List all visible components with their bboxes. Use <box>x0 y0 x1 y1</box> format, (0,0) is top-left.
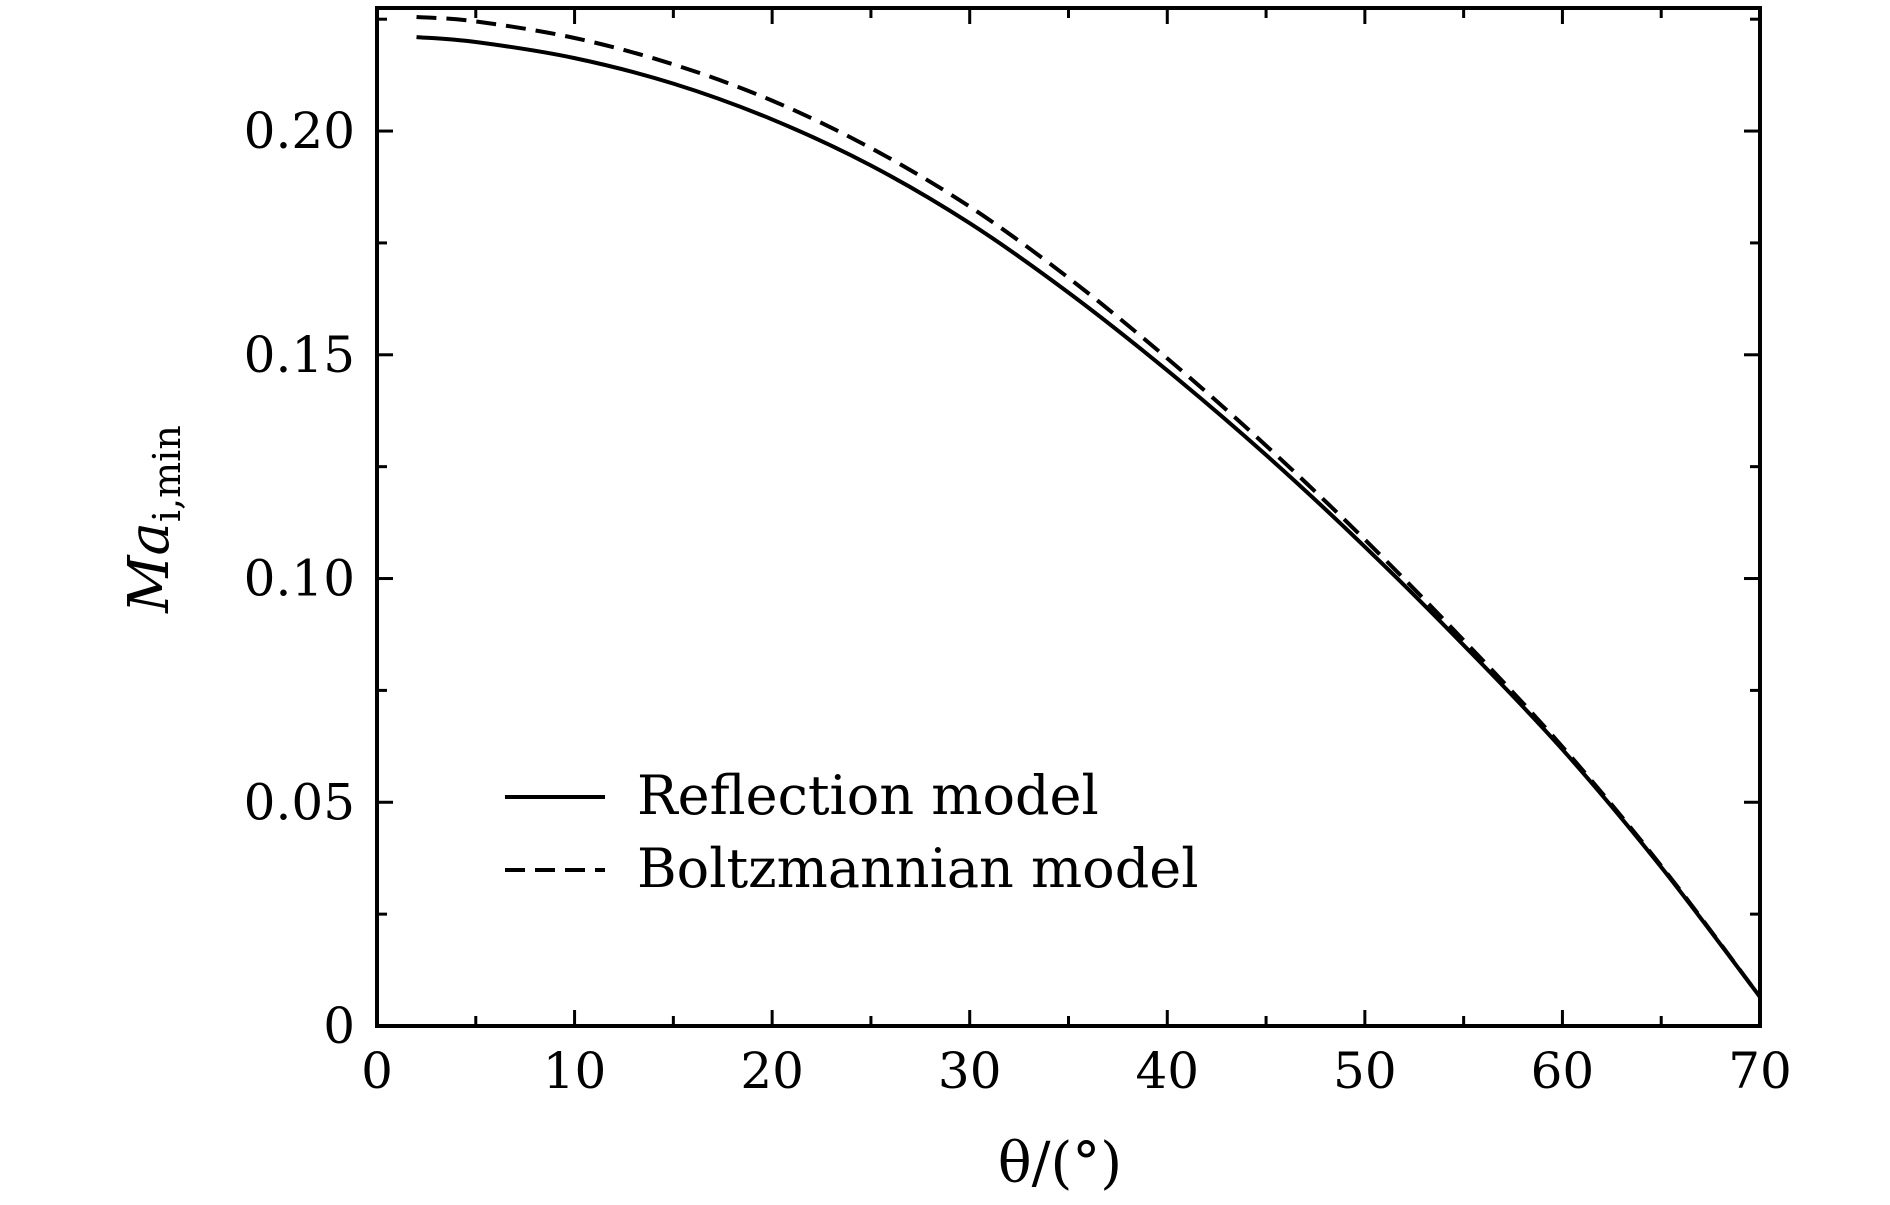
legend-label-reflection: Reflection model <box>637 764 1099 827</box>
y-tick-label: 0 <box>323 997 355 1055</box>
x-tick-label: 30 <box>938 1042 1002 1100</box>
x-axis-label: θ/(°) <box>998 1131 1122 1196</box>
series-line-boltzmannian-model <box>416 14 1762 999</box>
y-tick-label: 0.10 <box>244 550 355 608</box>
y-axis-label: Mai,min <box>117 425 189 614</box>
x-tick-label: 20 <box>740 1042 804 1100</box>
x-tick-label: 70 <box>1728 1042 1792 1100</box>
y-tick-label: 0.15 <box>244 326 355 384</box>
series-lines <box>416 14 1762 999</box>
y-tick-label: 0.05 <box>244 773 355 831</box>
x-tick-label: 60 <box>1531 1042 1595 1100</box>
axis-ticks <box>375 8 1762 1028</box>
x-tick-label: 40 <box>1135 1042 1199 1100</box>
legend: Reflection model Boltzmannian model <box>505 764 1199 900</box>
y-axis-label-subscript: i,min <box>145 425 189 522</box>
tick-labels: 0 10 20 30 40 50 60 70 0 0.05 0.10 0.15 0.20 <box>244 102 1792 1100</box>
x-tick-label: 10 <box>543 1042 607 1100</box>
y-axis-label-main: Ma <box>117 522 182 614</box>
x-tick-label: 50 <box>1333 1042 1397 1100</box>
legend-label-boltzmannian: Boltzmannian model <box>637 837 1199 900</box>
x-tick-label: 0 <box>361 1042 393 1100</box>
y-tick-label: 0.20 <box>244 102 355 160</box>
